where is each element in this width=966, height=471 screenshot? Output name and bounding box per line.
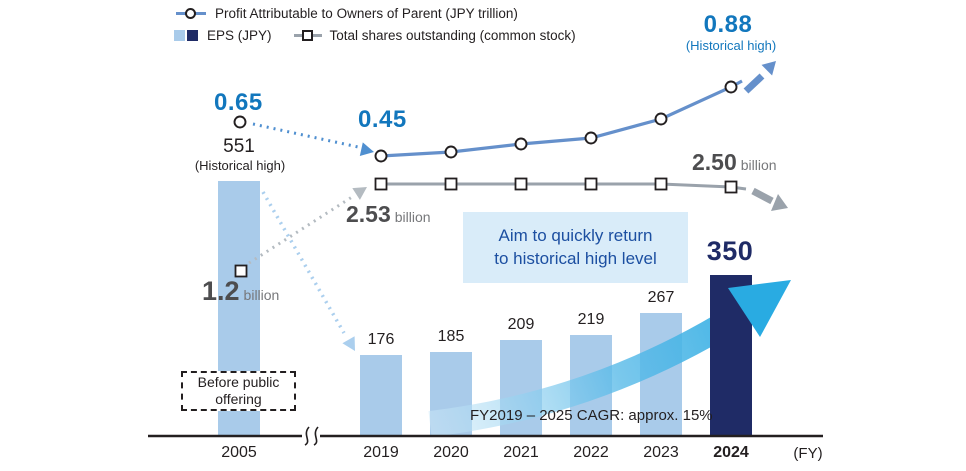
shares-2024-number: 2.50 xyxy=(692,149,737,175)
x-tick-2021: 2021 xyxy=(503,444,539,461)
shares-value-2019: 2.53 billion xyxy=(346,201,431,228)
aim-annotation-line1: Aim to quickly return xyxy=(498,225,653,245)
shares-value-2024: 2.50 billion xyxy=(692,149,777,176)
profit-value-2005: 0.65 xyxy=(214,89,263,116)
growth-arrow-shaft xyxy=(428,300,753,437)
eps-2005-historical-high-note: (Historical high) xyxy=(194,158,286,173)
shares-2024-unit: billion xyxy=(740,157,777,173)
x-tick-2022: 2022 xyxy=(573,444,609,461)
eps-value-2024: 350 xyxy=(706,236,754,266)
legend-profit-label: Profit Attributable to Owners of Parent … xyxy=(215,6,518,21)
shares-2019-number: 2.53 xyxy=(346,201,391,227)
dotted-arrow-profit-2005-to-2019-icon xyxy=(252,122,374,156)
x-tick-2023: 2023 xyxy=(643,444,679,461)
eps-value-2020: 185 xyxy=(437,328,465,345)
eps-light-swatch-icon xyxy=(174,30,185,41)
x-tick-2024: 2024 xyxy=(713,444,749,461)
axis-break-icon xyxy=(302,426,320,446)
x-axis-unit: (FY) xyxy=(793,445,823,462)
shares-line-legend-icon xyxy=(293,30,322,42)
eps-value-2023: 267 xyxy=(647,289,675,306)
shares-2019-unit: billion xyxy=(394,209,431,225)
legend-shares-label: Total shares outstanding (common stock) xyxy=(329,28,576,43)
shares-line xyxy=(381,182,747,191)
before-public-offering-line2: offering xyxy=(215,391,262,407)
x-tick-2005: 2005 xyxy=(221,444,257,461)
eps-value-2022: 219 xyxy=(577,311,605,328)
growth-arrow-head-icon xyxy=(728,280,791,337)
eps-bar-2019 xyxy=(360,355,402,436)
shares-trend-arrow-icon xyxy=(751,187,788,211)
shares-2005-unit: billion xyxy=(243,287,280,303)
legend-row-profit: Profit Attributable to Owners of Parent … xyxy=(176,6,518,21)
aim-annotation-box: Aim to quickly return to historical high… xyxy=(463,212,688,283)
shares-value-2005: 1.2 billion xyxy=(202,276,279,307)
profit-2024-historical-high-note: (Historical high) xyxy=(685,38,777,53)
legend-row-eps-shares: EPS (JPY) Total shares outstanding (comm… xyxy=(174,28,576,43)
profit-trend-arrow-icon xyxy=(743,61,776,94)
shares-square-markers xyxy=(234,177,738,278)
shares-2005-number: 1.2 xyxy=(202,276,240,306)
before-public-offering-line1: Before public xyxy=(197,373,280,390)
cagr-note: FY2019 – 2025 CAGR: approx. 15% xyxy=(470,407,713,424)
eps-value-2019: 176 xyxy=(367,331,395,348)
eps-value-2005: 551 xyxy=(223,136,255,157)
profit-line-legend-icon xyxy=(176,8,206,20)
x-tick-2020: 2020 xyxy=(433,444,469,461)
dotted-arrow-shares-2005-to-2019-icon xyxy=(248,187,367,265)
dotted-arrow-eps-2005-to-2019-icon xyxy=(261,191,355,351)
profit-value-2019: 0.45 xyxy=(358,106,407,133)
profit-value-2024: 0.88 xyxy=(703,11,753,38)
profit-circle-markers xyxy=(233,80,738,163)
eps-value-2021: 209 xyxy=(507,316,535,333)
before-public-offering-box: Before public offering xyxy=(181,371,296,411)
aim-annotation-line2: to historical high level xyxy=(494,248,657,268)
profit-line xyxy=(380,79,743,158)
eps-navy-swatch-icon xyxy=(187,30,198,41)
x-tick-2019: 2019 xyxy=(363,444,399,461)
legend-eps-label: EPS (JPY) xyxy=(207,28,272,43)
